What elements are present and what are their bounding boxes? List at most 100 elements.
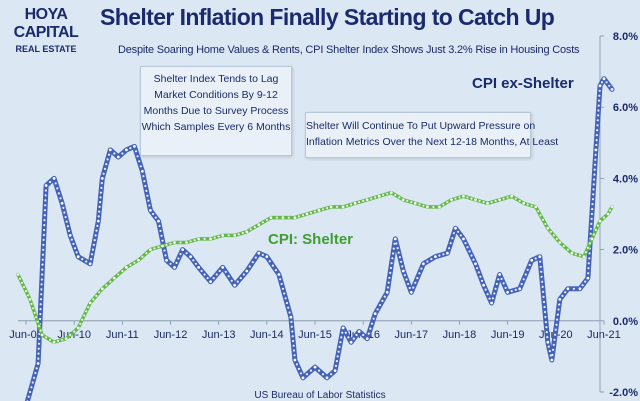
series-marker	[592, 233, 596, 236]
series-marker	[39, 329, 42, 332]
series-marker	[562, 244, 565, 248]
series-marker	[261, 253, 264, 256]
series-marker	[556, 313, 559, 316]
series-marker	[398, 256, 401, 259]
series-marker	[396, 247, 399, 250]
series-cpi-ex-shelter	[24, 76, 615, 401]
series-marker	[206, 277, 209, 280]
series-marker	[470, 197, 473, 200]
series-marker	[292, 344, 295, 347]
data-point	[125, 266, 128, 269]
series-marker	[26, 294, 30, 297]
series-marker	[458, 196, 461, 199]
data-point	[602, 77, 606, 81]
series-marker	[480, 279, 484, 282]
series-marker	[468, 250, 471, 253]
series-marker	[83, 314, 86, 317]
series-marker	[292, 339, 295, 343]
series-marker	[405, 278, 408, 281]
series-marker	[484, 288, 487, 291]
series-marker	[350, 203, 353, 206]
series-marker	[448, 247, 451, 250]
data-point	[52, 340, 56, 344]
data-point	[257, 251, 261, 255]
series-marker	[193, 239, 196, 242]
series-marker	[355, 333, 358, 337]
series-marker	[27, 395, 30, 398]
data-point	[52, 177, 56, 180]
series-marker	[147, 199, 150, 202]
series-marker	[584, 280, 587, 283]
series-marker	[497, 278, 500, 281]
series-marker	[338, 345, 341, 348]
x-tick-label: Jun-09	[9, 329, 43, 341]
series-marker	[490, 201, 493, 204]
series-marker	[35, 367, 38, 370]
series-marker	[144, 184, 147, 188]
series-marker	[22, 285, 26, 289]
series-marker	[597, 114, 600, 117]
series-marker	[410, 201, 413, 204]
data-point	[349, 340, 353, 344]
series-marker	[158, 224, 161, 228]
logo-line1: HOYA CAPITAL	[13, 6, 79, 41]
series-marker	[313, 210, 317, 213]
series-marker	[49, 338, 52, 341]
series-marker	[280, 282, 283, 286]
series-marker	[590, 212, 594, 216]
series-marker	[430, 258, 433, 261]
x-tick-label: Jun-12	[154, 329, 188, 341]
series-marker	[339, 341, 342, 344]
series-marker	[154, 216, 157, 219]
series-marker	[398, 196, 401, 199]
series-marker	[549, 354, 552, 357]
data-point	[197, 237, 201, 241]
annotation-lag-line: Which Samples Every 6 Months	[141, 121, 291, 133]
series-marker	[556, 318, 559, 321]
data-point	[426, 205, 429, 209]
series-marker	[344, 331, 347, 334]
series-marker	[590, 217, 593, 220]
data-point	[209, 237, 213, 241]
data-point	[409, 290, 413, 294]
series-marker	[477, 271, 480, 274]
series-marker	[301, 214, 305, 217]
series-marker	[177, 257, 180, 260]
series-marker	[588, 257, 591, 260]
series-marker	[290, 325, 293, 328]
data-point	[116, 155, 120, 159]
series-marker	[275, 216, 278, 219]
series-marker	[587, 272, 590, 275]
series-marker	[41, 253, 45, 256]
data-point	[313, 365, 317, 369]
series-marker	[321, 208, 325, 211]
series-marker	[99, 201, 102, 204]
data-point	[293, 358, 297, 362]
series-marker	[285, 301, 288, 305]
series-marker	[514, 288, 517, 291]
series-marker	[426, 260, 429, 263]
series-marker	[341, 331, 344, 334]
series-marker	[64, 216, 67, 219]
series-marker	[37, 357, 40, 360]
series-marker	[43, 224, 46, 227]
series-marker	[157, 246, 160, 249]
series-marker	[466, 246, 469, 249]
series-marker	[90, 258, 93, 261]
series-marker	[99, 196, 102, 199]
data-point	[100, 287, 104, 291]
series-marker	[33, 311, 36, 314]
series-marker	[608, 209, 612, 212]
series-marker	[189, 240, 192, 243]
series-marker	[389, 271, 392, 274]
series-marker	[596, 129, 599, 132]
x-tick-label: Jun-19	[491, 329, 525, 341]
series-marker	[39, 303, 42, 306]
series-marker	[164, 254, 167, 257]
series-marker	[44, 189, 48, 192]
series-marker	[420, 267, 423, 270]
series-marker	[506, 196, 509, 199]
series-marker	[41, 258, 44, 261]
data-point	[76, 326, 80, 330]
series-marker	[578, 254, 582, 257]
